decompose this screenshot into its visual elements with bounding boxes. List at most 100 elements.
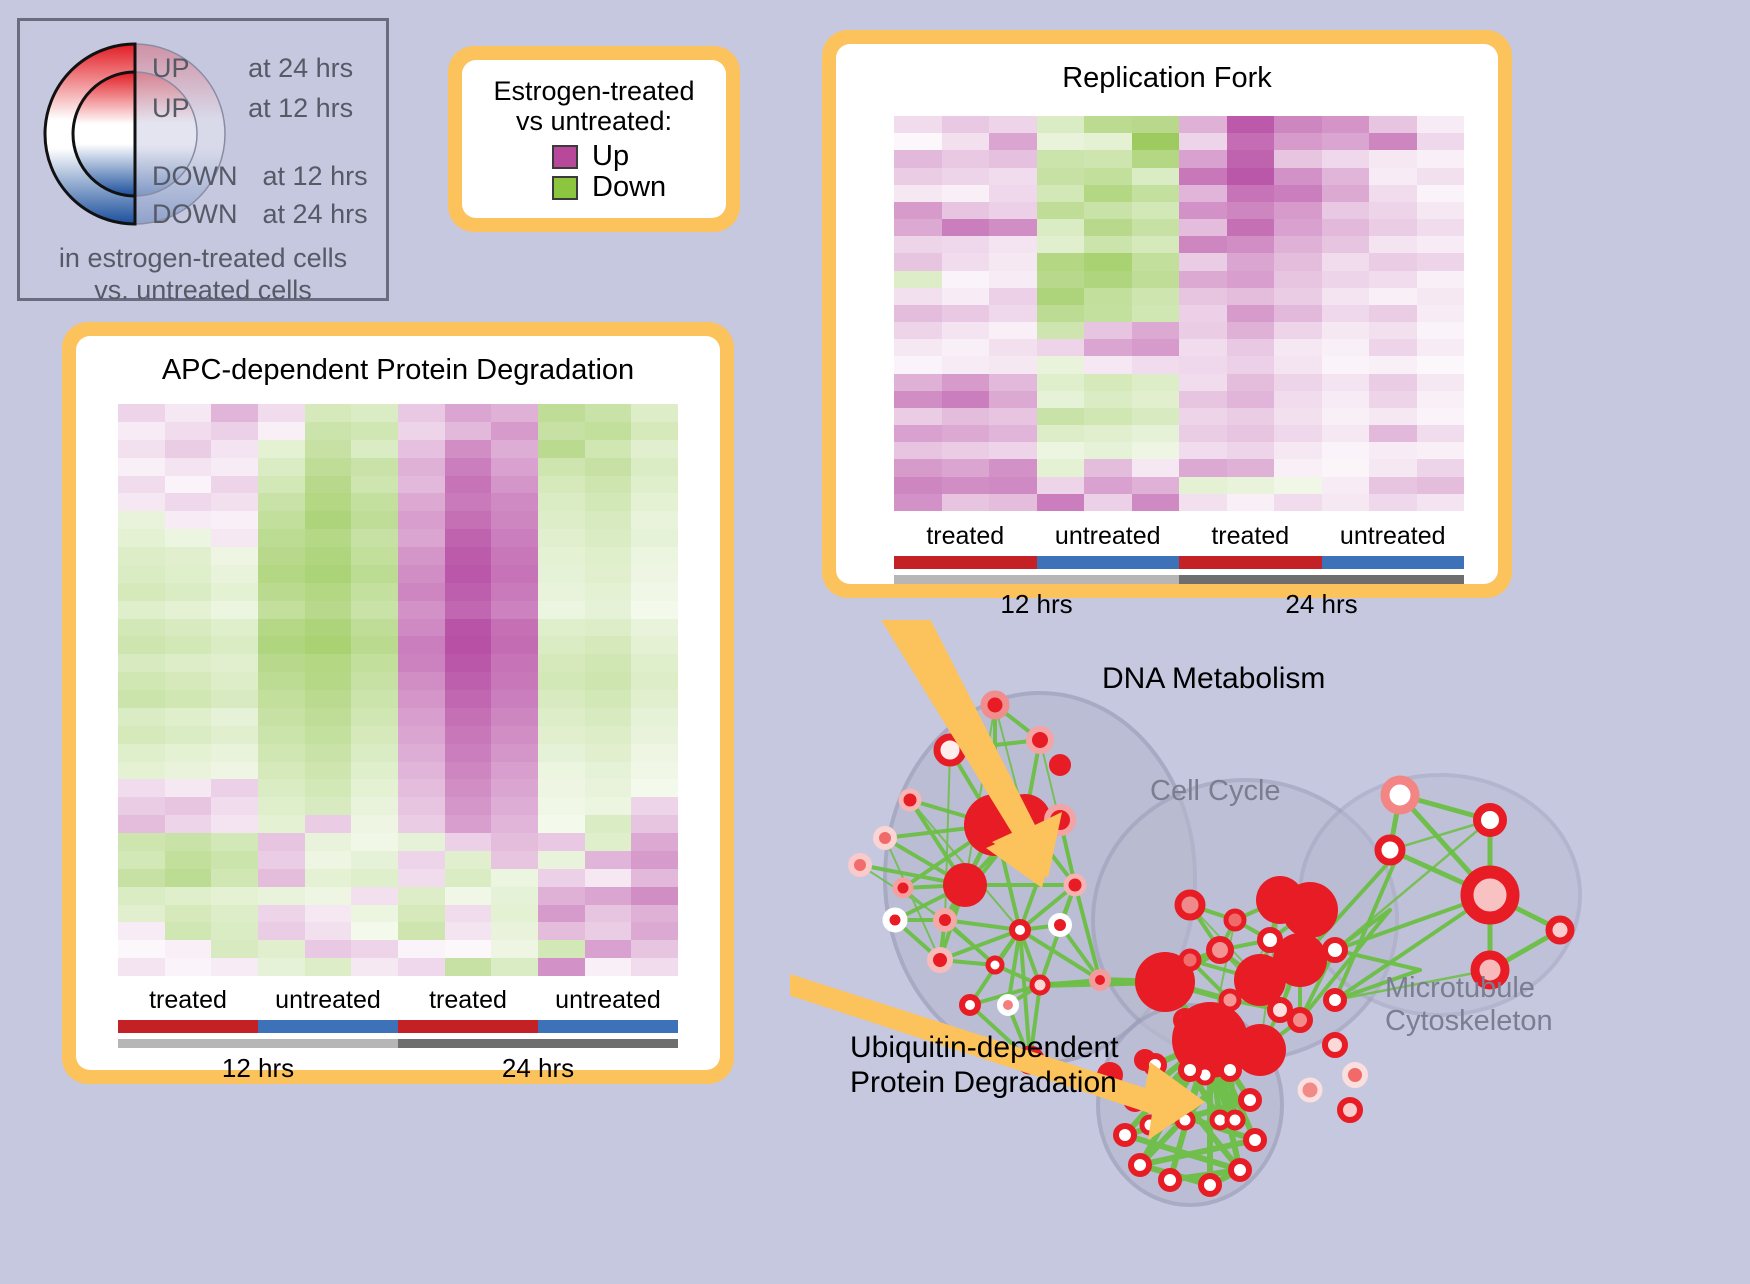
heatmap-cell bbox=[211, 672, 258, 690]
heatmap-cell bbox=[631, 850, 678, 869]
group-label-1: untreated bbox=[1054, 522, 1161, 550]
heatmap-cell bbox=[1321, 133, 1369, 151]
heatmap-cell bbox=[1274, 356, 1322, 374]
heatmap-cell bbox=[538, 797, 585, 816]
heatmap-cell bbox=[1321, 287, 1369, 305]
heatmap-cell bbox=[1321, 201, 1369, 220]
heatmap-cell bbox=[631, 636, 678, 655]
heatmap-cell bbox=[211, 564, 258, 583]
replication-fork-title: Replication Fork bbox=[1062, 62, 1272, 94]
heatmap-cell bbox=[1369, 425, 1417, 443]
heatmap-cell bbox=[1179, 219, 1227, 237]
heatmap-cell bbox=[118, 672, 165, 690]
heatmap-cell bbox=[989, 133, 1037, 151]
heatmap-cell bbox=[538, 529, 585, 547]
heatmap-cell bbox=[894, 201, 942, 220]
heatmap-cell bbox=[164, 815, 212, 833]
replication-fork-group-labels: treated untreated treated untreated bbox=[894, 522, 1464, 551]
heatmap-cell bbox=[118, 493, 165, 512]
heatmap-cell bbox=[258, 654, 305, 673]
heatmap-cell bbox=[989, 493, 1037, 511]
heatmap-cell bbox=[631, 761, 678, 780]
heatmap-cell bbox=[1226, 322, 1274, 340]
heatmap-cell bbox=[584, 547, 632, 565]
heatmap-cell bbox=[1084, 219, 1132, 237]
heatmap-cell bbox=[304, 421, 352, 440]
heatmap-cell bbox=[1416, 425, 1464, 443]
heatmap-cell bbox=[1416, 116, 1464, 134]
heatmap-cell bbox=[1084, 184, 1132, 202]
heatmap-cell bbox=[398, 690, 445, 708]
legend-item-up: Up bbox=[552, 142, 716, 171]
heatmap-cell bbox=[398, 547, 445, 565]
heatmap-cell bbox=[304, 958, 352, 976]
group-bar-segment-2 bbox=[398, 1020, 538, 1033]
heatmap-cell bbox=[118, 582, 165, 601]
apc-degradation-time-bar bbox=[118, 1039, 678, 1048]
heatmap-cell bbox=[164, 439, 212, 458]
legend-label-down: Down bbox=[592, 171, 667, 204]
heatmap-cell bbox=[258, 904, 305, 923]
heatmap-cell bbox=[989, 322, 1037, 340]
heatmap-cell bbox=[118, 815, 165, 833]
heatmap-cell bbox=[894, 476, 942, 494]
key-time-0: at 24 hrs bbox=[248, 53, 354, 83]
heatmap-cell bbox=[444, 564, 492, 583]
heatmap-cell bbox=[211, 582, 258, 601]
heatmap-cell bbox=[351, 582, 398, 601]
heatmap-cell bbox=[894, 322, 942, 340]
time-label-0: 12 hrs bbox=[1000, 589, 1073, 619]
replication-fork-panel: Replication Fork treated untreated treated… bbox=[822, 30, 1512, 619]
group-label-2: treated bbox=[1211, 522, 1290, 550]
heatmap-cell bbox=[304, 618, 352, 637]
time-bar-segment-1 bbox=[398, 1039, 678, 1048]
heatmap-cell bbox=[1179, 442, 1227, 460]
heatmap-cell bbox=[1131, 201, 1179, 220]
heatmap-cell bbox=[1369, 150, 1417, 168]
heatmap-cell bbox=[1036, 390, 1084, 408]
heatmap-cell bbox=[211, 868, 258, 887]
heatmap-cell bbox=[1274, 407, 1322, 426]
time-bar-segment-0 bbox=[894, 575, 1179, 584]
heatmap-cell bbox=[164, 725, 212, 744]
heatmap-cell bbox=[1131, 219, 1179, 237]
heatmap-cell bbox=[398, 636, 445, 655]
heatmap-cell bbox=[941, 407, 989, 426]
heatmap-cell bbox=[941, 459, 989, 477]
heatmap-cell bbox=[304, 511, 352, 530]
heatmap-cell bbox=[584, 868, 632, 887]
key-row-3: DOWN at 24 hrs bbox=[152, 199, 368, 230]
heatmap-cell bbox=[1036, 339, 1084, 357]
heatmap-cell bbox=[351, 922, 398, 941]
heatmap-cell bbox=[351, 600, 398, 619]
heatmap-cell bbox=[304, 886, 352, 905]
heatmap-cell bbox=[941, 287, 989, 305]
heatmap-cell bbox=[398, 421, 445, 440]
heatmap-cell bbox=[491, 779, 538, 798]
updown-legend-panel: Estrogen-treated vs untreated: Up Down bbox=[448, 46, 740, 232]
heatmap-cell bbox=[491, 618, 538, 637]
heatmap-cell bbox=[491, 582, 538, 601]
heatmap-cell bbox=[118, 636, 165, 655]
heatmap-cell bbox=[444, 404, 492, 422]
group-label-0: treated bbox=[149, 986, 227, 1014]
heatmap-cell bbox=[118, 475, 165, 494]
heatmap-cell bbox=[304, 529, 352, 547]
heatmap-cell bbox=[444, 904, 492, 923]
cluster-label-microtubule: Microtubule bbox=[1385, 972, 1535, 1004]
heatmap-cell bbox=[398, 439, 445, 458]
heatmap-cell bbox=[398, 940, 445, 959]
heatmap-cell bbox=[491, 886, 538, 905]
heatmap-cell bbox=[491, 457, 538, 476]
heatmap-cell bbox=[211, 797, 258, 816]
heatmap-cell bbox=[211, 886, 258, 905]
heatmap-cell bbox=[1036, 322, 1084, 340]
heatmap-cell bbox=[1321, 442, 1369, 460]
heatmap-cell bbox=[584, 475, 632, 494]
heatmap-cell bbox=[1274, 304, 1322, 323]
heatmap-cell bbox=[444, 958, 492, 976]
heatmap-cell bbox=[211, 600, 258, 619]
heatmap-cell bbox=[1321, 270, 1369, 288]
key-caption-line2: vs. untreated cells bbox=[94, 274, 312, 305]
heatmap-cell bbox=[1416, 476, 1464, 494]
